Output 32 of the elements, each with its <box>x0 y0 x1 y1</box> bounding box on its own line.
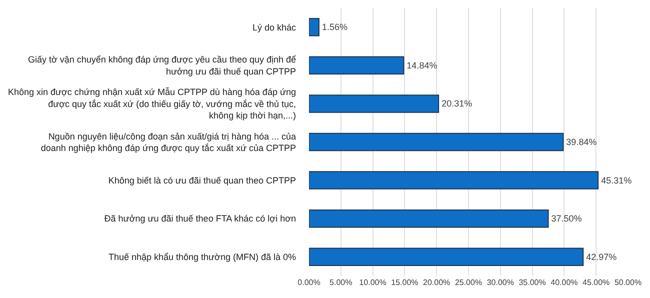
x-tick-label: 30.00% <box>486 278 514 287</box>
x-tick-label: 40.00% <box>550 278 578 287</box>
y-tick-label: Đã hưởng ưu đãi thuế theo FTA khác có lợi hơn <box>104 214 296 224</box>
data-label: 20.31% <box>442 98 472 109</box>
y-tick-label: Lý do khác <box>252 22 296 32</box>
bar <box>309 94 440 113</box>
data-label: 45.31% <box>601 175 632 186</box>
bar <box>309 248 584 266</box>
y-tick-label: Không xin được chứng nhận xuất xứ Mẫu CPTPP dù hàng hóa đáp ứng được quy tắc xuất xứ (do thiếu giấy tờ, vướng mắc về thủ tục, không kịp thời hạn,...) <box>8 87 296 121</box>
x-tick-label: 15.00% <box>391 278 418 287</box>
x-tick-label: 35.00% <box>518 278 546 287</box>
bar <box>309 209 549 228</box>
bar <box>309 56 404 75</box>
bar <box>309 171 599 190</box>
x-tick-label: 50.00% <box>614 278 642 287</box>
data-label: 37.50% <box>551 214 582 224</box>
y-tick-label: Thuế nhập khẩu thông thường (MFN) đã là 0% <box>108 252 296 262</box>
data-label: 14.84% <box>406 60 438 70</box>
x-tick-label: 10.00% <box>359 278 386 287</box>
bar <box>309 132 564 152</box>
data-label: 42.97% <box>586 252 617 262</box>
x-tick-label: 45.00% <box>582 278 610 287</box>
x-tick-label: 20.00% <box>423 278 450 287</box>
y-tick-label: Giấy tờ vận chuyển không đáp ứng được yêu cầu theo quy định để hưởng ưu đãi thuế quan CPTPP <box>28 54 296 76</box>
x-tick-label: 0.00% <box>298 278 320 287</box>
x-tick-label: 5.00% <box>330 278 352 287</box>
x-tick-label: 25.00% <box>454 278 482 287</box>
y-tick-label: Nguồn nguyên liệu/công đoạn sản xuất/giá trị hàng hóa ... của doanh nghiệp không đáp ứng được quy tắc xuất xứ của CPTPP <box>40 131 296 153</box>
data-label: 39.84% <box>566 137 597 147</box>
data-label: 1.56% <box>322 22 348 32</box>
bar <box>309 18 320 36</box>
y-tick-label: Không biết là có ưu đãi thuế quan theo CPTPP <box>108 175 296 186</box>
